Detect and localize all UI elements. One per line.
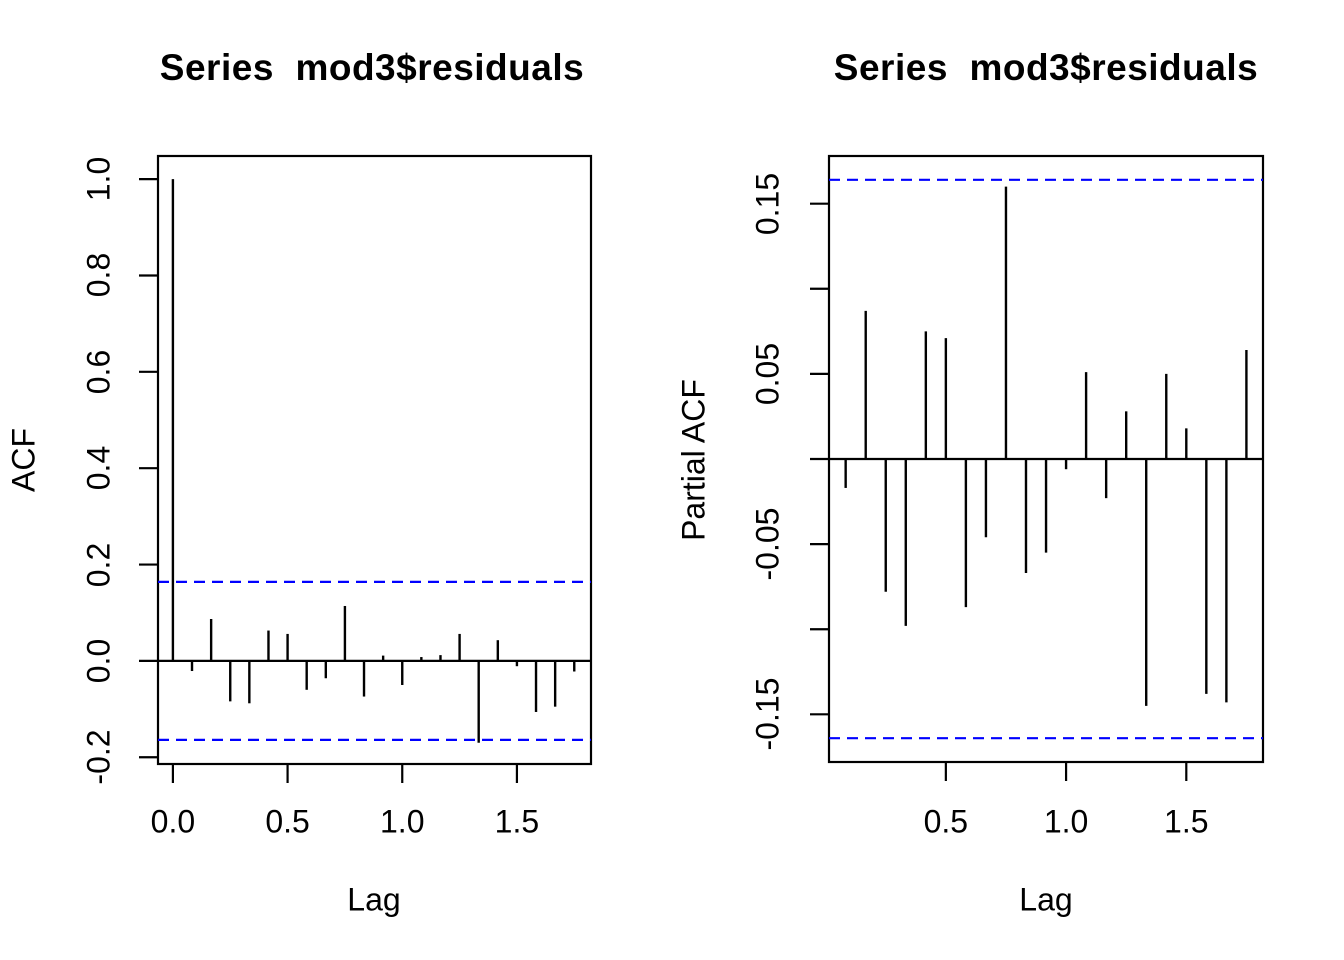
pacf-y-tick-label: 0.05 — [749, 342, 786, 406]
acf-plot-box — [156, 154, 593, 766]
pacf-x-axis-title: Lag — [1019, 881, 1073, 918]
acf-y-tick-label: 1.0 — [80, 156, 117, 202]
acf-y-tick-label: 0.6 — [80, 349, 117, 395]
acf-y-tick-label: 0.4 — [80, 445, 117, 491]
acf-y-tick-label: -0.2 — [80, 729, 117, 785]
acf-x-tick-label: 1.0 — [380, 803, 425, 840]
pacf-y-tick-label: -0.15 — [749, 677, 786, 751]
acf-x-tick-label: 0.5 — [265, 803, 310, 840]
pacf-y-tick-label: 0.15 — [749, 172, 786, 235]
acf-chart — [139, 154, 593, 783]
acf-plot-title: Series mod3$residuals — [159, 47, 585, 88]
pacf-y-axis-title: Partial ACF — [675, 379, 712, 541]
acf-x-tick-label: 1.5 — [494, 803, 540, 840]
acf-y-tick-label: 0.2 — [80, 542, 117, 587]
pacf-x-tick-label: 1.0 — [1043, 803, 1089, 840]
pacf-x-tick-label: 1.5 — [1164, 803, 1209, 840]
pacf-x-tick-label: 0.5 — [923, 803, 969, 840]
acf-x-tick-label: 0.0 — [150, 803, 196, 840]
pacf-plot-title: Series mod3$residuals — [833, 47, 1259, 88]
acf-x-axis-title: Lag — [347, 881, 401, 918]
acf-y-tick-label: 0.0 — [80, 638, 117, 684]
pacf-y-tick-label: -0.05 — [749, 507, 786, 581]
acf-y-axis-title: ACF — [5, 428, 42, 492]
pacf-chart — [810, 154, 1265, 781]
acf-y-tick-label: 0.8 — [80, 253, 117, 298]
